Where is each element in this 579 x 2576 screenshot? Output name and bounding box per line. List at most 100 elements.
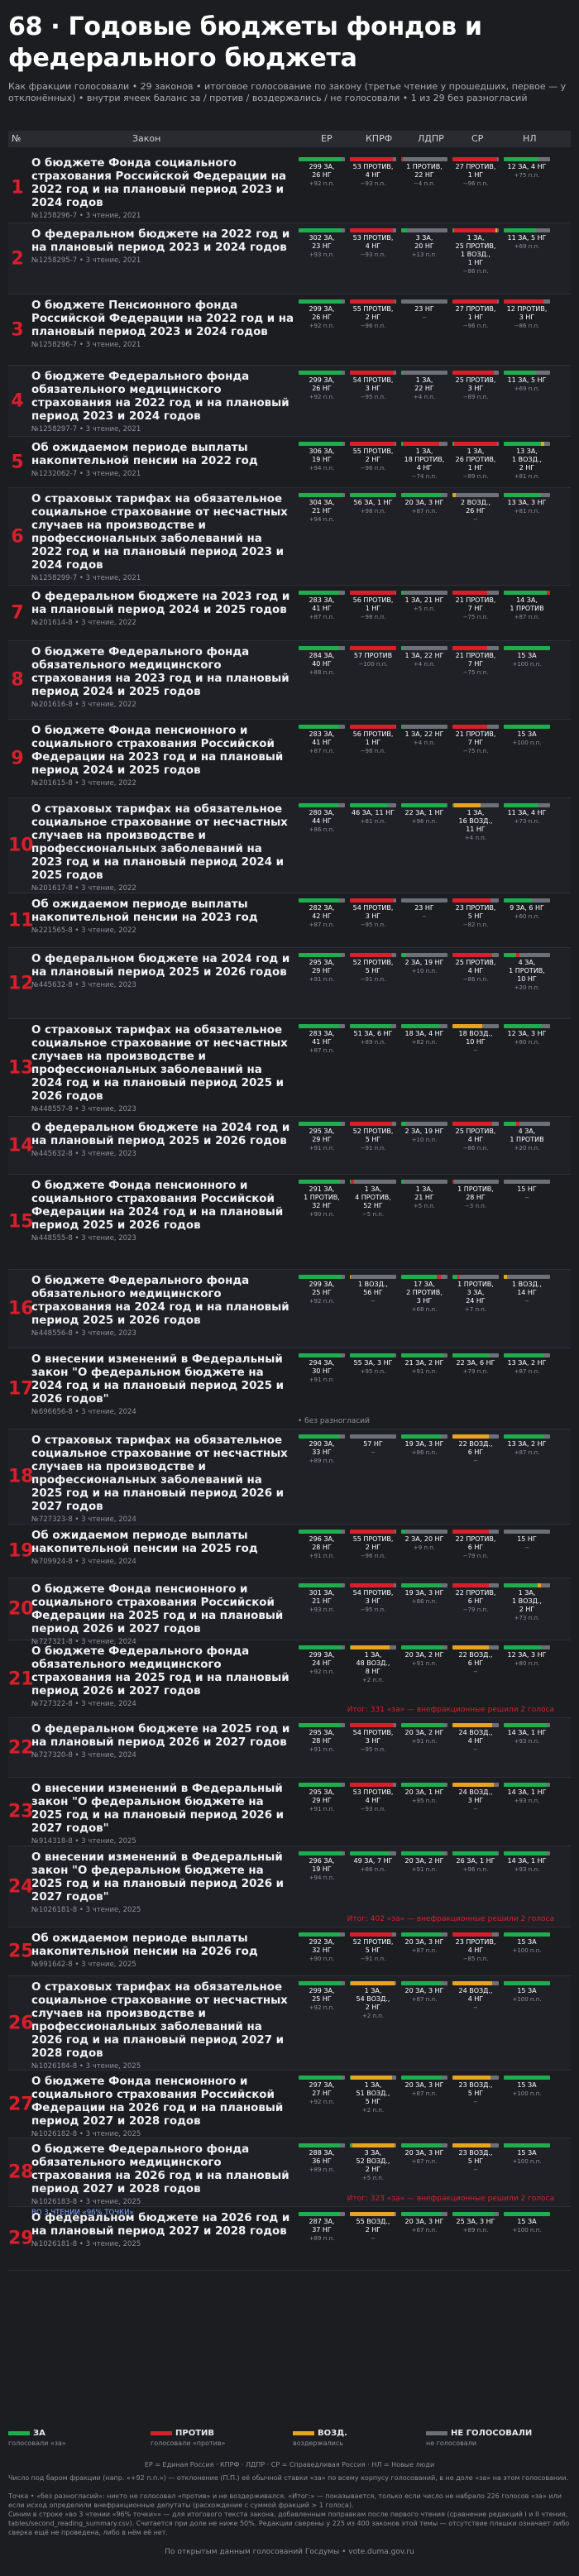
bar-segment-ne — [490, 898, 499, 903]
vote-cell-КПРФ: 53 ПРОТИВ, 4 НГ −93 п.п. — [349, 157, 397, 188]
vote-cell-НЛ: 15 ЗА +100 п.п. — [503, 2212, 551, 2234]
vote-cell-СР: 22 ЗА, 6 НГ +79 п.п. — [452, 1353, 500, 1376]
vote-deviation: −82 п.п. — [462, 922, 489, 928]
bar-segment-za — [299, 2076, 342, 2080]
vote-count: 4 ЗА, — [518, 959, 536, 966]
vote-balance-bar — [350, 1932, 396, 1937]
bar-segment-ne — [341, 371, 345, 375]
bar-segment-ne — [394, 1353, 396, 1357]
bar-segment-ne — [547, 1783, 550, 1787]
bar-segment-za — [350, 803, 388, 807]
vote-cell-НЛ: 12 ЗА, 4 НГ +75 п.п. — [503, 157, 551, 180]
vote-cell-ЛДПР: 20 ЗА, 3 НГ +87 п.п. — [400, 493, 448, 515]
vote-count: 26 ЗА, 1 НГ — [456, 1857, 495, 1865]
vote-deviation: +91 п.п. — [309, 1553, 335, 1559]
vote-cell-КПРФ: 1 ЗА, 48 ВОЗД., 8 НГ +2 п.п. — [349, 1645, 397, 1684]
bar-segment-ne — [441, 2076, 447, 2080]
vote-balance-bar — [350, 1645, 396, 1650]
law-title: О бюджете Фонда пенсионного и социальног… — [31, 1583, 296, 1647]
row-number: 25 — [8, 1941, 34, 1962]
vote-count: 20 ЗА, 3 НГ — [404, 2218, 444, 2225]
vote-count: 20 ЗА, 3 НГ — [404, 499, 444, 506]
law-title: О бюджете Федерального фонда обязательно… — [31, 1275, 296, 1338]
law-meta: №221565-8 • 3 чтение, 2022 — [31, 926, 136, 935]
vote-balance-bar — [504, 953, 550, 957]
bar-segment-ne — [543, 442, 550, 446]
vote-deviation: +81 п.п. — [514, 473, 540, 480]
col-law: Закон — [132, 133, 161, 144]
vote-deviation: +87 п.п. — [309, 922, 335, 928]
vote-count: 1 ЗА, — [364, 1185, 382, 1193]
vote-cell-КПРФ: 56 ПРОТИВ, 1 НГ −98 п.п. — [349, 591, 397, 621]
vote-deviation: −75 п.п. — [462, 614, 489, 620]
vote-count: 4 НГ — [467, 1946, 484, 1954]
table-header: № Закон ЕР КПРФ ЛДПР СР НЛ — [8, 131, 571, 147]
law-meta: №448556-8 • 3 чтение, 2023 — [31, 1329, 136, 1338]
vote-deviation: − — [473, 2099, 478, 2105]
bar-segment-za — [401, 1851, 443, 1855]
vote-deviation: +79 п.п. — [462, 1368, 489, 1375]
vote-balance-bar — [350, 1851, 396, 1855]
vote-count: 283 ЗА, — [309, 730, 335, 738]
bar-segment-ne — [493, 371, 499, 375]
bar-segment-ne — [490, 2076, 499, 2080]
vote-cell-ЛДПР: 1 ЗА, 22 НГ +4 п.п. — [400, 725, 448, 747]
vote-deviation: +100 п.п. — [512, 1947, 542, 1954]
bar-segment-vozd — [350, 1275, 352, 1279]
row-number: 22 — [8, 1737, 34, 1758]
vote-balance-bar — [452, 1583, 499, 1587]
vote-count: 22 ВОЗД., — [458, 1440, 493, 1448]
bar-segment-za — [401, 1932, 442, 1937]
vote-count: 57 НГ — [363, 1440, 383, 1448]
vote-cell-СР: 23 ПРОТИВ, 5 НГ −82 п.п. — [452, 898, 500, 929]
vote-count: 295 ЗА, — [309, 1788, 335, 1796]
bar-segment-ne — [438, 1024, 447, 1028]
law-meta: №727320-8 • 3 чтение, 2024 — [31, 1751, 136, 1760]
bar-segment-za — [401, 1981, 442, 1985]
vote-count: 54 ВОЗД., — [356, 1995, 390, 2003]
vote-cell-НЛ: 13 ЗА, 2 НГ +87 п.п. — [503, 1353, 551, 1376]
vote-cell-НЛ: 15 ЗА +100 п.п. — [503, 2076, 551, 2098]
vote-count: 2 НГ — [365, 2004, 381, 2011]
bar-segment-ne — [391, 1122, 396, 1126]
vote-cell-НЛ: 4 ЗА, 1 ПРОТИВ, 10 НГ +20 п.п. — [503, 953, 551, 992]
vote-balance-bar — [299, 2143, 345, 2147]
vote-count: 2 НГ — [365, 314, 381, 321]
vote-count: 22 ПРОТИВ, — [455, 1589, 496, 1597]
vote-cell-КПРФ: 54 ПРОТИВ, 3 НГ −95 п.п. — [349, 898, 397, 929]
legend-ne: НЕ ГОЛОСОВАЛИ не голосовали — [426, 2429, 533, 2447]
vote-balance-bar — [401, 898, 447, 903]
vote-balance-bar — [350, 493, 396, 497]
vote-count: 56 ПРОТИВ, — [352, 596, 394, 604]
law-meta: №1026183-8 • 3 чтение, 2025 — [31, 2198, 141, 2206]
bar-segment-ne — [387, 803, 396, 807]
vote-cell-СР: 22 ПРОТИВ, 6 НГ −79 п.п. — [452, 1530, 500, 1560]
vote-balance-bar — [299, 2212, 345, 2216]
vote-count: 18 ВОЗД., — [458, 1030, 493, 1037]
bar-segment-ne — [504, 1530, 550, 1534]
bar-segment-za — [299, 493, 342, 497]
bar-segment-za — [350, 1024, 391, 1028]
vote-balance-bar — [401, 1851, 447, 1855]
vote-cell-НЛ: 1 ЗА, 1 ВОЗД., 2 НГ +73 п.п. — [503, 1583, 551, 1622]
vote-deviation: +93 п.п. — [309, 1606, 335, 1613]
vote-count: 1 ПРОТИВ, — [457, 1185, 494, 1193]
vote-count: 23 НГ — [312, 242, 332, 250]
bar-segment-protiv — [452, 157, 497, 161]
bar-segment-ne — [342, 442, 345, 446]
vote-cell-ЕР: 299 ЗА, 25 НГ +92 п.п. — [298, 1981, 346, 2012]
vote-count: 282 ЗА, — [309, 904, 335, 912]
vote-balance-bar — [504, 1434, 550, 1439]
vote-count: 6 НГ — [467, 1448, 484, 1456]
bar-segment-za — [504, 1583, 538, 1587]
vote-balance-bar — [401, 157, 447, 161]
vote-balance-bar — [299, 228, 345, 232]
vote-cell-ЛДПР: 20 ЗА, 3 НГ +87 п.п. — [400, 2076, 448, 2098]
vote-balance-bar — [299, 299, 345, 304]
vote-count: 52 ПРОТИВ, — [352, 1128, 394, 1135]
vote-cell-КПРФ: 57 НГ − — [349, 1434, 397, 1457]
law-title: О бюджете Федерального фонда обязательно… — [31, 1645, 296, 1709]
law-title-text: О бюджете Фонда пенсионного и социальног… — [31, 1583, 284, 1635]
bar-segment-protiv — [350, 371, 395, 375]
vote-deviation: − — [473, 516, 478, 523]
